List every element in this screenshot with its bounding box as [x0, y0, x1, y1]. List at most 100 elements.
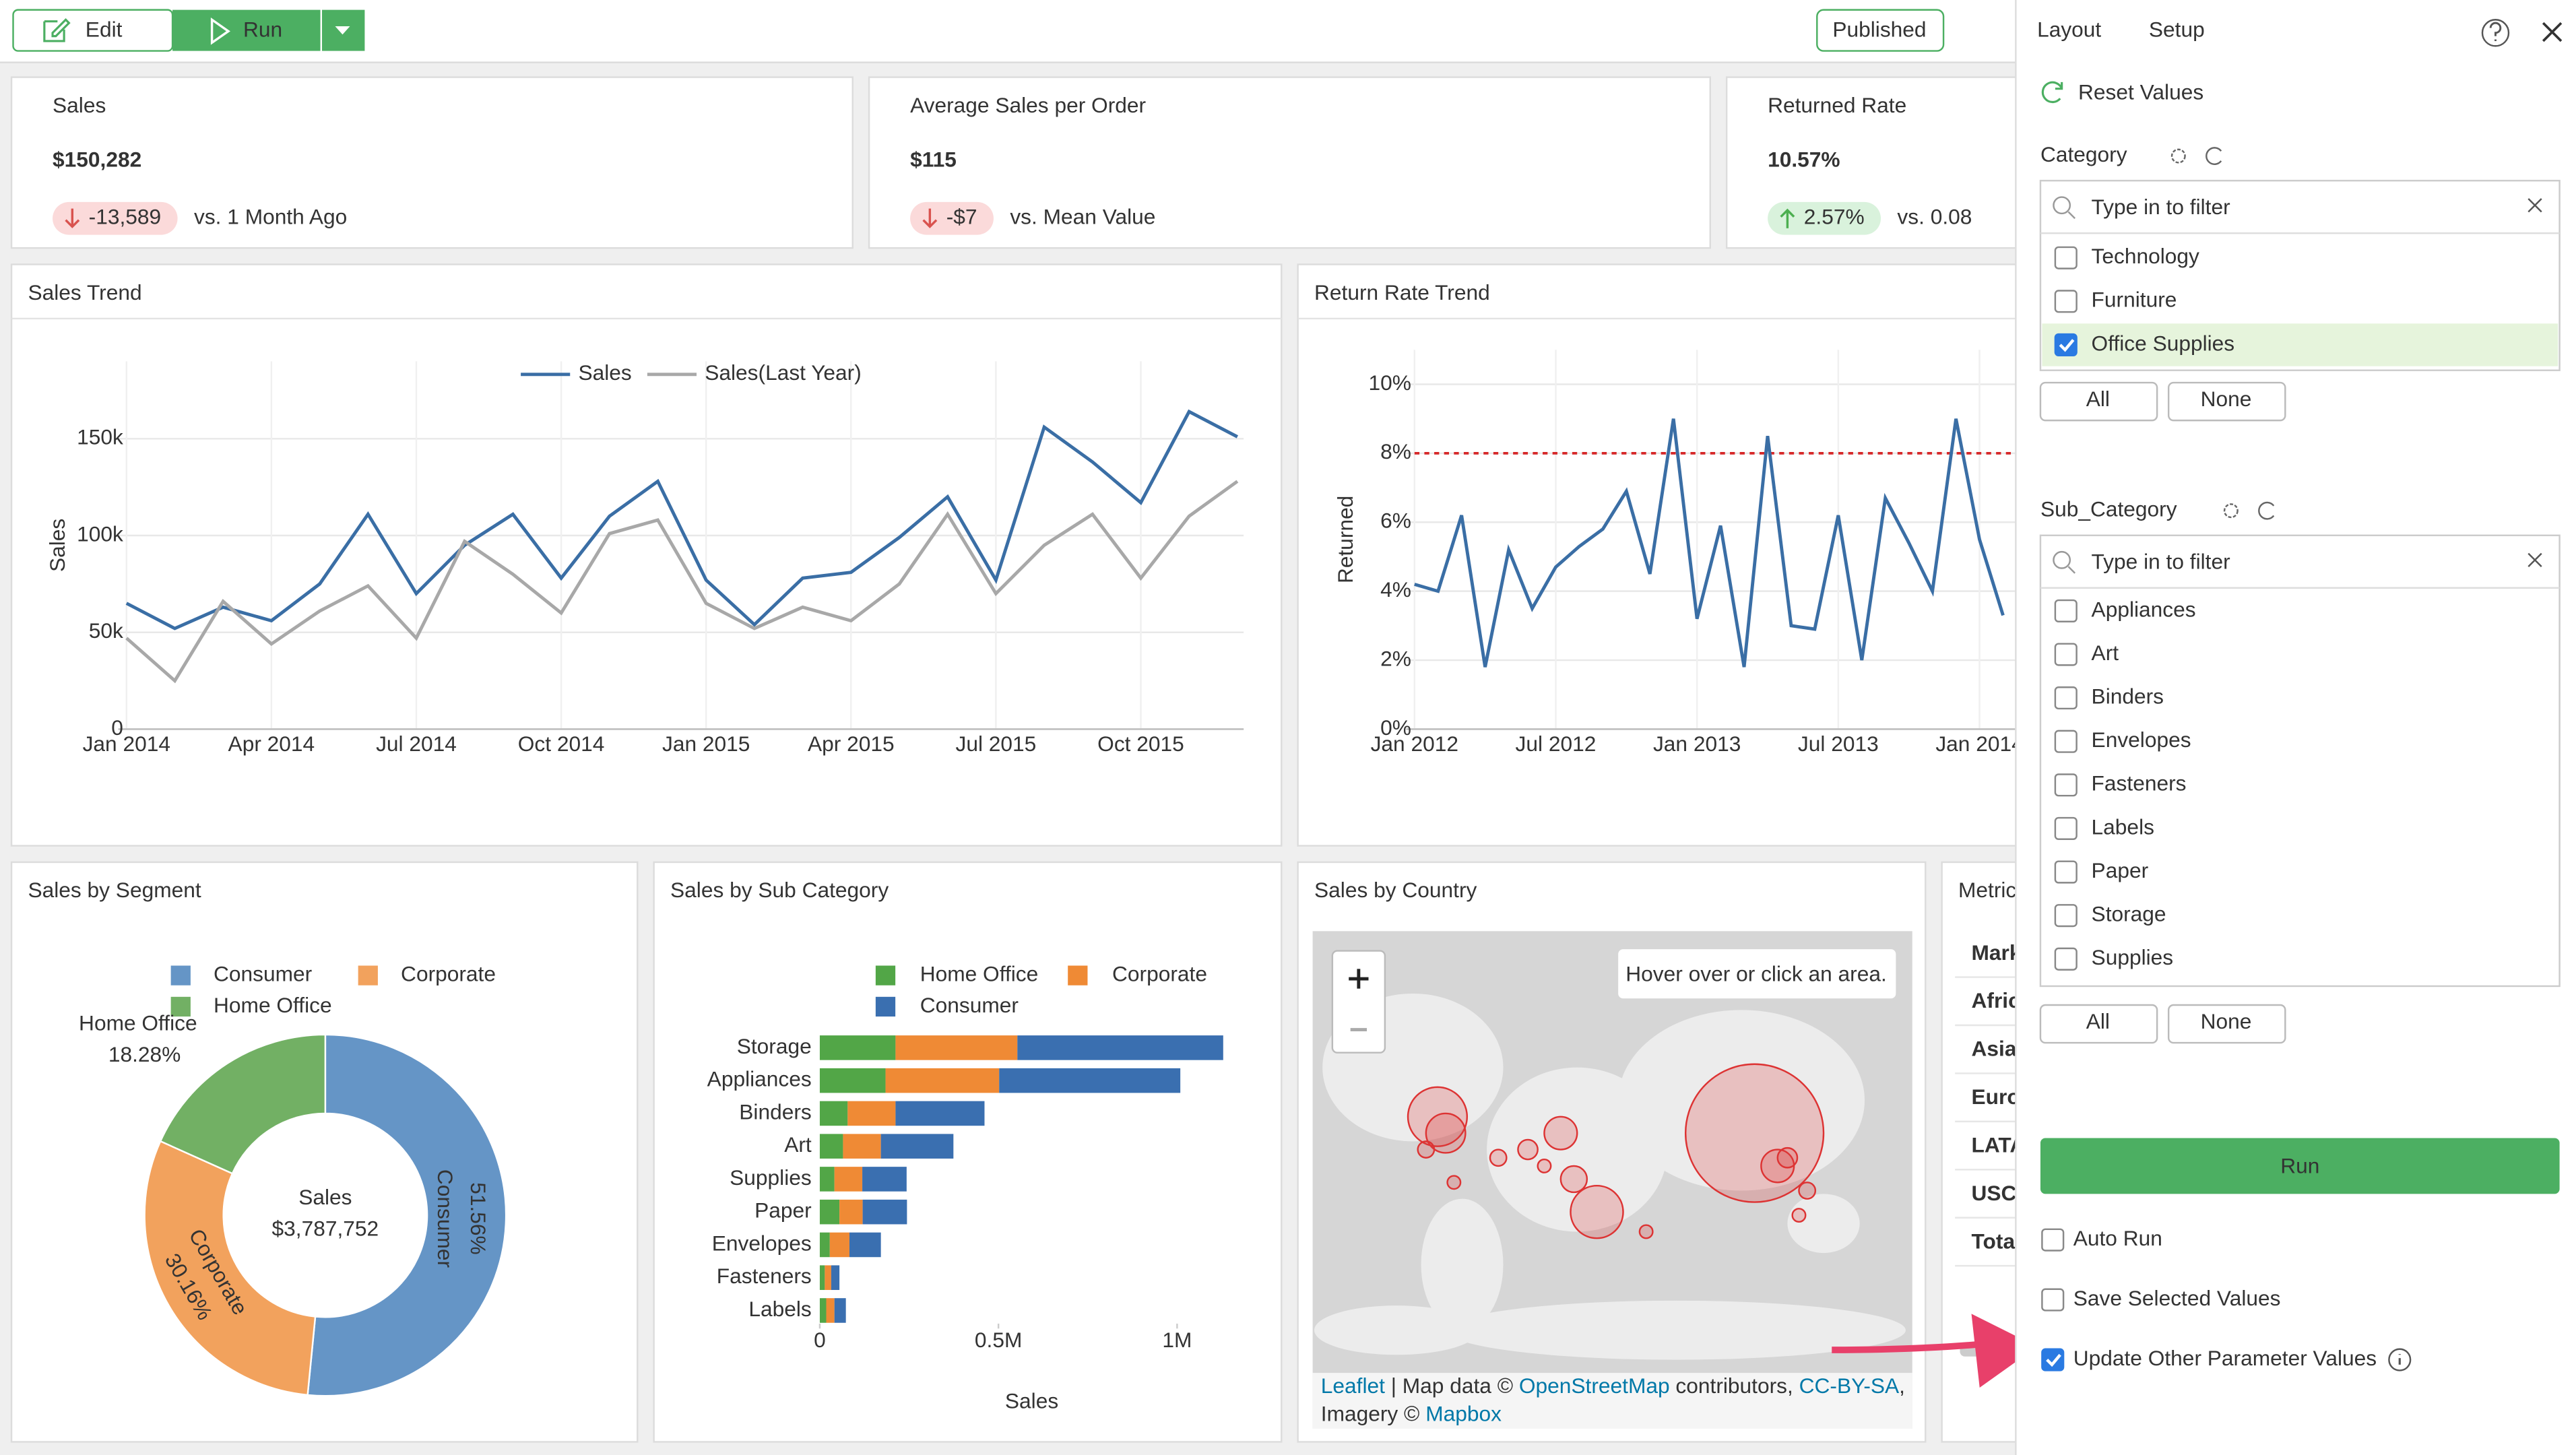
close-icon[interactable]	[2542, 22, 2563, 42]
checkbox[interactable]	[2054, 730, 2078, 753]
filter-option[interactable]: Binders	[2092, 684, 2164, 708]
run-button[interactable]	[172, 9, 321, 51]
map-bubble[interactable]	[1489, 1149, 1508, 1167]
checkbox[interactable]	[2054, 947, 2078, 971]
y-tick-label: 0	[111, 715, 123, 740]
filter-option[interactable]: Technology	[2092, 244, 2199, 268]
edit-label[interactable]: Edit	[86, 18, 123, 42]
filter-option[interactable]: Fasteners	[2092, 771, 2187, 796]
checkbox[interactable]	[2041, 1348, 2065, 1371]
checkbox[interactable]	[2041, 1228, 2065, 1252]
attribution-link[interactable]: OpenStreetMap	[1519, 1373, 1670, 1398]
map-bubble[interactable]	[1543, 1116, 1578, 1151]
none-button[interactable]	[2167, 1004, 2286, 1044]
checkbox[interactable]	[2054, 686, 2078, 710]
kpi-value: 10.57%	[1768, 147, 1840, 171]
map-bubble[interactable]	[1791, 1208, 1807, 1223]
filter-option[interactable]: Envelopes	[2092, 728, 2191, 752]
y-tick-label: 100k	[77, 521, 123, 546]
clear-icon[interactable]	[2527, 198, 2542, 213]
bar-segment	[826, 1298, 835, 1323]
map-bubble[interactable]	[1684, 1063, 1825, 1203]
none-label[interactable]: None	[2201, 387, 2252, 411]
tab[interactable]: Setup	[2149, 18, 2205, 42]
kpi-title: Sales	[53, 93, 106, 117]
none-label[interactable]: None	[2201, 1009, 2252, 1033]
filter-option[interactable]: Paper	[2092, 858, 2149, 882]
center-value: $3,787,752	[272, 1216, 379, 1240]
refresh-icon[interactable]	[2205, 147, 2222, 166]
clear-icon[interactable]	[2527, 552, 2542, 567]
checkbox[interactable]	[2054, 333, 2078, 357]
run-label[interactable]: Run	[243, 18, 282, 42]
all-button[interactable]	[2039, 381, 2158, 422]
attribution-link[interactable]: Mapbox	[1425, 1402, 1502, 1426]
map-bubble[interactable]	[1570, 1184, 1624, 1239]
panel	[653, 861, 1283, 1443]
map-bubble[interactable]	[1776, 1146, 1799, 1169]
filter-option[interactable]: Office Supplies	[2092, 331, 2235, 355]
checkbox[interactable]	[2054, 773, 2078, 797]
map-bubble[interactable]	[1407, 1086, 1469, 1147]
checkbox[interactable]	[2054, 246, 2078, 269]
all-label[interactable]: All	[2086, 1009, 2110, 1033]
option-label[interactable]: Auto Run	[2073, 1226, 2162, 1250]
reset-values[interactable]: Reset Values	[2078, 79, 2203, 104]
filter-input[interactable]: Type in to filter	[2092, 550, 2231, 574]
checkbox[interactable]	[2054, 816, 2078, 840]
filter-option[interactable]: Furniture	[2092, 288, 2177, 312]
option-label[interactable]: Update Other Parameter Values	[2073, 1346, 2377, 1370]
published-label[interactable]: Published	[1832, 18, 1926, 42]
option-label[interactable]: Save Selected Values	[2073, 1286, 2281, 1310]
x-tick-label: Jul 2012	[1516, 732, 1597, 756]
all-label[interactable]: All	[2086, 387, 2110, 411]
slice-value-label: 18.28%	[108, 1042, 181, 1066]
map-bubble[interactable]	[1417, 1140, 1436, 1159]
map-bubble[interactable]	[1446, 1175, 1462, 1190]
published-badge[interactable]	[1816, 9, 1945, 52]
settings-icon[interactable]	[2170, 148, 2186, 164]
map-bubble[interactable]	[1638, 1224, 1654, 1239]
filter-option[interactable]: Appliances	[2092, 597, 2196, 621]
legend-swatch	[1068, 965, 1088, 985]
panel-title: Return Rate Trend	[1314, 280, 1490, 304]
bar-segment	[819, 1068, 886, 1093]
y-axis-label: Returned	[1333, 496, 1357, 583]
bar-segment	[885, 1068, 1000, 1093]
filter-option[interactable]: Supplies	[2092, 945, 2174, 969]
map-bubble[interactable]	[1559, 1165, 1588, 1194]
kpi-delta: 2.57%	[1804, 205, 1865, 229]
checkbox[interactable]	[2054, 290, 2078, 313]
bar-segment	[999, 1068, 1181, 1093]
run-label[interactable]: Run	[2280, 1154, 2319, 1178]
tab[interactable]: Layout	[2037, 18, 2101, 42]
checkbox[interactable]	[2054, 860, 2078, 884]
map-bubble[interactable]	[1537, 1158, 1552, 1173]
zoom-control[interactable]	[1331, 950, 1386, 1054]
settings-icon[interactable]	[2223, 503, 2239, 519]
filter-option[interactable]: Labels	[2092, 814, 2154, 839]
zoom-in[interactable]	[1349, 969, 1369, 989]
checkbox[interactable]	[2041, 1288, 2065, 1312]
checkmark	[2059, 339, 2075, 352]
help-mark	[2489, 22, 2502, 41]
all-button[interactable]	[2039, 1004, 2158, 1044]
refresh-icon[interactable]	[2258, 501, 2275, 520]
map-bubble[interactable]	[1517, 1138, 1539, 1161]
attribution-link[interactable]: Leaflet	[1321, 1373, 1385, 1398]
checkbox[interactable]	[2054, 643, 2078, 666]
attribution-link[interactable]: CC-BY-SA	[1799, 1373, 1900, 1398]
map-bubble[interactable]	[1425, 1112, 1467, 1154]
selected-row	[2042, 323, 2558, 366]
filter-input[interactable]: Type in to filter	[2092, 195, 2231, 219]
help-icon[interactable]	[2481, 19, 2510, 47]
none-button[interactable]	[2167, 381, 2286, 422]
bar-segment	[895, 1101, 985, 1126]
filter-option[interactable]: Art	[2092, 641, 2119, 665]
filter-option[interactable]: Storage	[2092, 902, 2166, 926]
checkbox[interactable]	[2054, 599, 2078, 622]
map-bubble[interactable]	[1798, 1182, 1817, 1200]
run-parameters-button[interactable]	[2040, 1138, 2560, 1194]
checkbox[interactable]	[2054, 904, 2078, 928]
run-icon	[210, 17, 230, 45]
